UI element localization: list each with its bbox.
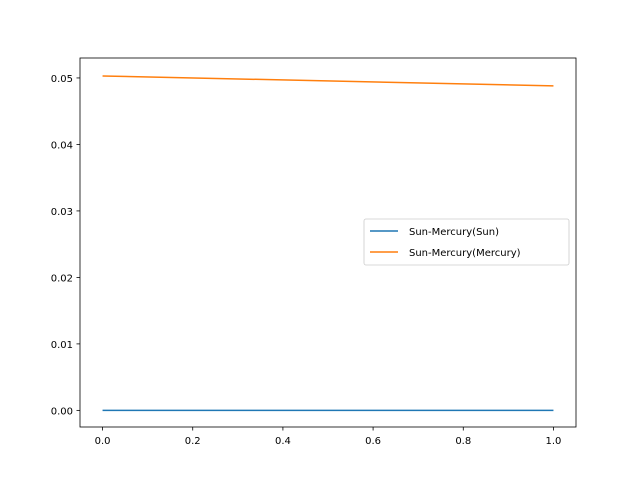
plot-frame (79, 57, 577, 428)
y-tick-label: 0.05 (51, 74, 73, 85)
x-tick-label: 0.4 (275, 436, 291, 447)
series-layer (102, 75, 554, 412)
x-axis: 0.0 0.2 0.4 0.6 0.8 1.0 (95, 427, 562, 447)
y-tick-label: 0.01 (51, 340, 73, 351)
y-tick-label: 0.03 (51, 207, 73, 218)
x-tick-label: 0.6 (365, 436, 381, 447)
y-tick-label: 0.02 (51, 273, 73, 284)
y-tick-label: 0.00 (51, 406, 73, 417)
x-tick-label: 0.8 (455, 436, 471, 447)
x-tick-label: 0.0 (95, 436, 111, 447)
legend-label: Sun-Mercury(Sun) (409, 227, 499, 238)
legend-label: Sun-Mercury(Mercury) (409, 248, 521, 259)
legend-box (363, 218, 570, 266)
legend: Sun-Mercury(Sun) Sun-Mercury(Mercury) (363, 218, 570, 266)
y-tick-label: 0.04 (51, 140, 73, 151)
y-axis: 0.00 0.01 0.02 0.03 0.04 0.05 (51, 74, 80, 417)
series-line-2 (102, 75, 554, 87)
x-tick-label: 1.0 (546, 436, 562, 447)
x-tick-label: 0.2 (185, 436, 201, 447)
